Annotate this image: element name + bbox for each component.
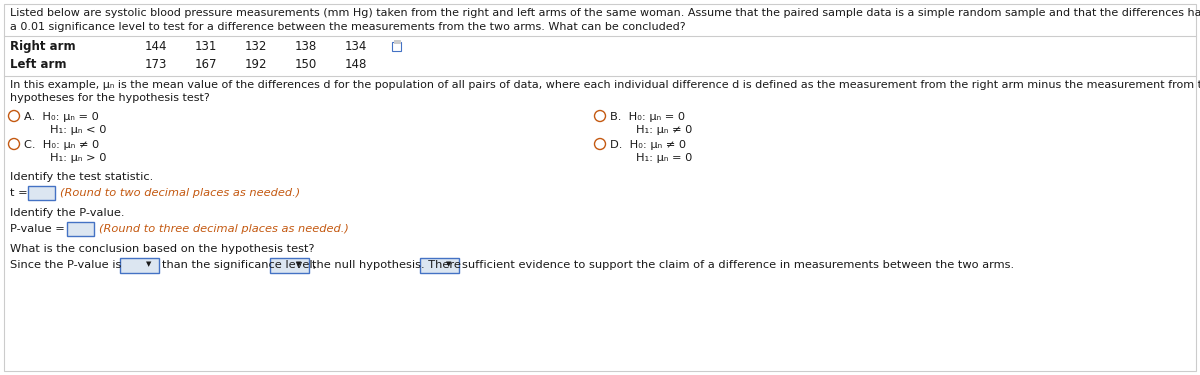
Text: ▼: ▼ [296, 261, 301, 267]
Text: ▼: ▼ [446, 261, 451, 267]
Text: 134: 134 [346, 40, 367, 53]
Text: H₁: μₙ ≠ 0: H₁: μₙ ≠ 0 [636, 125, 692, 135]
Text: C.  H₀: μₙ ≠ 0: C. H₀: μₙ ≠ 0 [24, 140, 100, 150]
Text: 173: 173 [145, 58, 167, 71]
FancyBboxPatch shape [28, 186, 54, 200]
Text: t =: t = [10, 188, 28, 198]
Text: 138: 138 [295, 40, 317, 53]
Text: ▼: ▼ [146, 261, 151, 267]
Text: hypotheses for the hypothesis test?: hypotheses for the hypothesis test? [10, 93, 210, 103]
FancyBboxPatch shape [120, 258, 158, 273]
Text: Right arm: Right arm [10, 40, 76, 53]
Text: In this example, μₙ is the mean value of the differences d for the population of: In this example, μₙ is the mean value of… [10, 80, 1200, 90]
Text: What is the conclusion based on the hypothesis test?: What is the conclusion based on the hypo… [10, 244, 314, 254]
Text: 132: 132 [245, 40, 268, 53]
Text: B.  H₀: μₙ = 0: B. H₀: μₙ = 0 [610, 112, 685, 122]
Text: (Round to two decimal places as needed.): (Round to two decimal places as needed.) [60, 188, 300, 198]
Text: Identify the P-value.: Identify the P-value. [10, 208, 125, 218]
Text: Listed below are systolic blood pressure measurements (mm Hg) taken from the rig: Listed below are systolic blood pressure… [10, 8, 1200, 18]
Text: H₁: μₙ < 0: H₁: μₙ < 0 [50, 125, 107, 135]
Text: D.  H₀: μₙ ≠ 0: D. H₀: μₙ ≠ 0 [610, 140, 686, 150]
Text: 167: 167 [194, 58, 217, 71]
FancyBboxPatch shape [270, 258, 308, 273]
Text: (Round to three decimal places as needed.): (Round to three decimal places as needed… [98, 224, 349, 234]
Text: 148: 148 [346, 58, 367, 71]
Text: P-value =: P-value = [10, 224, 65, 234]
Text: 144: 144 [145, 40, 168, 53]
Text: a 0.01 significance level to test for a difference between the measurements from: a 0.01 significance level to test for a … [10, 22, 685, 32]
Text: 131: 131 [194, 40, 217, 53]
Text: sufficient evidence to support the claim of a difference in measurements between: sufficient evidence to support the claim… [462, 260, 1014, 270]
Text: the null hypothesis. There: the null hypothesis. There [312, 260, 461, 270]
Text: H₁: μₙ > 0: H₁: μₙ > 0 [50, 153, 107, 163]
FancyBboxPatch shape [66, 222, 94, 236]
Bar [394, 40, 401, 44]
Text: Left arm: Left arm [10, 58, 66, 71]
Text: Identify the test statistic.: Identify the test statistic. [10, 172, 154, 182]
FancyBboxPatch shape [420, 258, 458, 273]
Text: 192: 192 [245, 58, 268, 71]
Text: A.  H₀: μₙ = 0: A. H₀: μₙ = 0 [24, 112, 98, 122]
Text: H₁: μₙ = 0: H₁: μₙ = 0 [636, 153, 692, 163]
Text: Since the P-value is: Since the P-value is [10, 260, 121, 270]
Bar [392, 42, 401, 51]
Text: than the significance level,: than the significance level, [162, 260, 317, 270]
Text: 150: 150 [295, 58, 317, 71]
